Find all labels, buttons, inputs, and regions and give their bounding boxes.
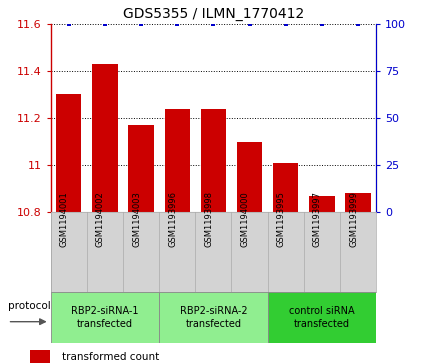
Point [319, 21, 326, 26]
Bar [92, 64, 117, 212]
Point [174, 21, 181, 26]
Bar [309, 196, 334, 212]
Text: GSM1194000: GSM1194000 [241, 191, 249, 246]
Point [246, 21, 253, 26]
Bar [237, 142, 262, 212]
Text: GSM1194001: GSM1194001 [60, 191, 69, 246]
Point [138, 21, 145, 26]
Point [210, 21, 217, 26]
Bar [51, 292, 159, 343]
Bar [345, 193, 371, 212]
Text: GSM1194003: GSM1194003 [132, 191, 141, 247]
Bar [165, 109, 190, 212]
Bar [128, 125, 154, 212]
Text: GSM1193995: GSM1193995 [277, 191, 286, 247]
Bar [268, 292, 376, 343]
Text: control siRNA
transfected: control siRNA transfected [289, 306, 355, 329]
Text: RBP2-siRNA-1
transfected: RBP2-siRNA-1 transfected [71, 306, 139, 329]
Text: GSM1193997: GSM1193997 [313, 191, 322, 247]
Text: GSM1193999: GSM1193999 [349, 191, 358, 247]
Bar [273, 163, 298, 212]
Text: RBP2-siRNA-2
transfected: RBP2-siRNA-2 transfected [180, 306, 247, 329]
Point [65, 21, 72, 26]
Point [101, 21, 108, 26]
Text: transformed count: transformed count [62, 352, 159, 362]
Text: GSM1193998: GSM1193998 [205, 191, 213, 247]
Point [355, 21, 362, 26]
Bar [159, 292, 268, 343]
Bar [201, 109, 226, 212]
Title: GDS5355 / ILMN_1770412: GDS5355 / ILMN_1770412 [123, 7, 304, 21]
Text: GSM1193996: GSM1193996 [168, 191, 177, 247]
Bar [56, 94, 81, 212]
Text: protocol: protocol [7, 301, 50, 311]
Text: GSM1194002: GSM1194002 [96, 191, 105, 246]
Bar [30, 350, 50, 363]
Point [282, 21, 289, 26]
